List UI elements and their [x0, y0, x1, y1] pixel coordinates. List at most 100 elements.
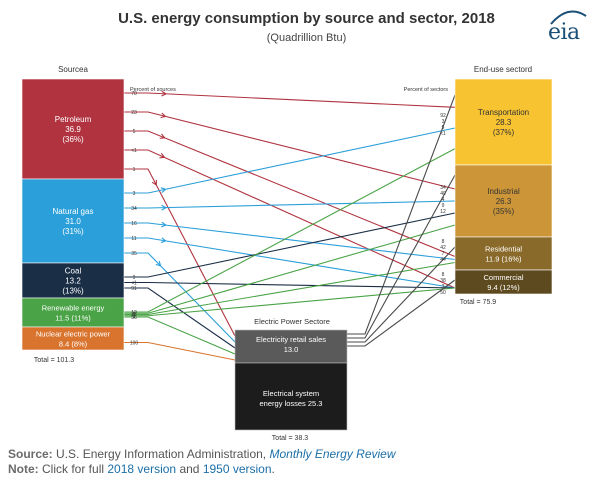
flow-petroleum-to-electric-power [124, 168, 236, 337]
sector-name-residential: Residential [485, 245, 522, 254]
source-pct-label-nuclear-0: 100 [130, 341, 139, 347]
flow-arrow-natural-gas-4 [155, 260, 162, 267]
source-value-coal: 13.2 [65, 277, 81, 286]
eia-logo: eia [548, 20, 580, 45]
flow-petroleum-to-commercial [124, 149, 456, 289]
source-text: U.S. Energy Information Administration, [56, 447, 267, 461]
source-pct-label-renewable-4: 56 [131, 315, 137, 321]
note-label: Note: [8, 462, 39, 476]
sector-pct-label-commercial-1: 38 [440, 278, 446, 284]
flow-lines [124, 90, 456, 361]
source-box-petroleum [21, 78, 125, 180]
chart-subtitle: (Quadrillion Btu) [266, 32, 347, 44]
electricity-retail-label: Electricity retail sales [256, 335, 326, 344]
source-name-petroleum: Petroleum [55, 115, 92, 124]
sector-value-transportation: 28.3 [496, 118, 512, 127]
note-caption: Note: Click for full 2018 version and 19… [8, 462, 275, 476]
percent-of-sectors-label: Percent of sectors [404, 87, 449, 93]
source-pct-label-renewable-1: 22 [131, 311, 137, 317]
version-2018-link[interactable]: 2018 version [107, 462, 177, 476]
source-box-coal [21, 262, 125, 299]
sector-pct-label-residential-3: 44 [440, 257, 446, 263]
flow-arrow-petroleum-3 [159, 153, 165, 159]
electric-total: Total = 38.3 [272, 435, 308, 440]
flow-electric-to-industrial [347, 174, 456, 339]
source-pct-label-natural-gas-0: 3 [133, 191, 136, 197]
flow-arrow-petroleum-2 [159, 133, 166, 139]
flow-natural-gas-to-industrial [124, 200, 456, 209]
electrical-losses-value: energy losses 25.3 [260, 399, 323, 408]
flow-renewable-to-transportation [124, 148, 456, 313]
version-1950-link[interactable]: 1950 version [202, 462, 272, 476]
sector-box-commercial [454, 269, 553, 295]
flow-coal-to-electric-power [124, 287, 236, 349]
flow-petroleum-to-transportation [124, 92, 456, 108]
source-pct-label-renewable-0: 12 [131, 310, 137, 316]
flow-renewable-to-commercial [124, 287, 456, 317]
flow-coal-to-commercial [124, 281, 456, 289]
electricity-retail-value: 13.0 [284, 345, 299, 354]
sector-value-residential: 11.9 (16%) [485, 255, 522, 264]
source-pct-label-coal-0: 9 [133, 275, 136, 281]
sector-box-industrial [454, 164, 553, 238]
end-use-sector-header: End-use sectord [474, 65, 532, 74]
sector-name-industrial: Industrial [487, 187, 520, 196]
flow-arrow-petroleum-0 [161, 90, 167, 97]
source-pct-label-coal-1: <1 [131, 281, 137, 287]
source-box-natural-gas [21, 178, 125, 264]
source-value-renewable: 11.5 (11%) [55, 314, 91, 323]
source-name-natural-gas: Natural gas [53, 207, 94, 216]
flow-natural-gas-to-residential [124, 222, 456, 261]
source-pct-label-renewable-3: 3 [133, 314, 136, 320]
source-total: Total = 101.3 [34, 357, 74, 364]
source-header: Sourcea [58, 65, 88, 74]
flow-arrow-natural-gas-2 [161, 221, 167, 228]
sector-total: Total = 75.9 [460, 299, 496, 306]
source-value-petroleum: 36.9 [65, 125, 81, 134]
note-text-1: Click for full [42, 462, 105, 476]
monthly-energy-review-link[interactable]: Monthly Energy Review [269, 447, 396, 461]
flow-electric-to-commercial [347, 279, 456, 347]
percent-of-sources-label: Percent of sources [130, 87, 176, 93]
electrical-losses-label: Electrical system [263, 389, 319, 398]
source-pct-coal: (13%) [62, 287, 84, 296]
source-caption: Source: U.S. Energy Information Administ… [8, 447, 396, 461]
source-pct-label-petroleum-0: 70 [131, 91, 137, 97]
sector-pct-label-industrial-0: 34 [440, 185, 446, 191]
sector-pct-label-residential-1: 42 [440, 245, 446, 251]
boxes [21, 78, 553, 431]
sector-pct-label-commercial-3: 50 [440, 290, 446, 296]
source-label: Source: [8, 447, 53, 461]
source-pct-label-petroleum-4: 1 [133, 167, 136, 173]
sector-box-transportation [454, 78, 553, 166]
source-pct-label-petroleum-3: <1 [131, 148, 137, 154]
sector-pct-label-transportation-3: <1 [440, 131, 446, 137]
sector-pct-label-residential-2: 7 [442, 251, 445, 257]
sector-pct-industrial: (35%) [493, 207, 515, 216]
flow-electric-to-residential [347, 246, 456, 343]
flow-natural-gas-to-electric-power [124, 252, 236, 343]
labels: Sourcea End-use sectord Percent of sources… [34, 65, 532, 440]
sector-pct-label-transportation-1: 3 [442, 119, 445, 125]
flow-arrow-natural-gas-1 [161, 204, 167, 211]
sector-pct-label-transportation-2: 5 [442, 125, 445, 131]
flow-coal-to-industrial [124, 212, 456, 278]
source-pct-label-natural-gas-4: 35 [131, 251, 137, 257]
source-name-coal: Coal [65, 267, 82, 276]
sector-pct-transportation: (37%) [493, 128, 515, 137]
source-name-renewable: Renewable energy [42, 304, 105, 313]
flow-natural-gas-to-transportation [124, 127, 456, 194]
eia-logo-arc-icon [550, 10, 587, 25]
electric-power-header: Electric Power Sectore [254, 317, 330, 326]
sector-box-residential [454, 236, 553, 271]
flow-arrow-petroleum-1 [160, 112, 166, 119]
flow-petroleum-to-residential [124, 130, 456, 258]
source-pct-label-renewable-2: 7 [133, 313, 136, 319]
sector-value-industrial: 26.3 [496, 197, 512, 206]
sector-name-commercial: Commercial [483, 273, 523, 282]
source-pct-label-natural-gas-1: 34 [131, 206, 137, 212]
source-value-nuclear: 8.4 (8%) [59, 340, 88, 349]
sector-pct-label-residential-0: 8 [442, 239, 445, 245]
source-pct-label-coal-2: 91 [131, 286, 137, 292]
